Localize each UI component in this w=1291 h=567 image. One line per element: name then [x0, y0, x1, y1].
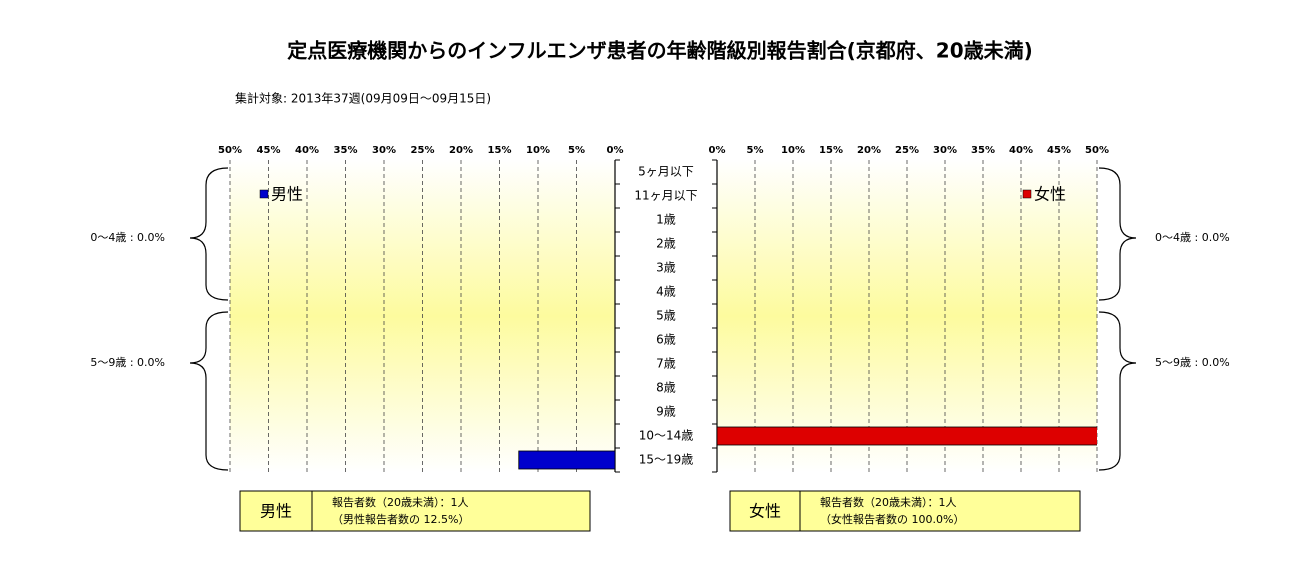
bar	[518, 450, 615, 470]
x-tick-label: 20%	[449, 145, 473, 156]
group-label: 0～4歳 : 0.0%	[90, 231, 165, 244]
group-label: 5～9歳 : 0.0%	[90, 356, 165, 369]
bar	[717, 426, 1097, 446]
x-tick-label: 25%	[895, 145, 919, 156]
x-tick-label: 25%	[411, 145, 435, 156]
category-label: 3歳	[656, 261, 676, 275]
summary-name: 男性	[260, 502, 292, 521]
legend-label: 女性	[1034, 185, 1066, 204]
bracket	[1098, 167, 1137, 301]
summary-text: 報告者数（20歳未満）：1人	[820, 496, 957, 509]
x-tick-label: 30%	[372, 145, 396, 156]
x-tick-label: 50%	[1085, 145, 1109, 156]
group-label: 5～9歳 : 0.0%	[1155, 356, 1230, 369]
category-label: 10～14歳	[639, 429, 694, 443]
x-tick-label: 35%	[334, 145, 358, 156]
summary-text: （男性報告者数の 12.5%）	[332, 512, 469, 526]
category-label: 7歳	[656, 357, 676, 371]
group-label: 0～4歳 : 0.0%	[1155, 231, 1230, 244]
x-tick-label: 15%	[819, 145, 843, 156]
x-tick-label: 5%	[568, 145, 585, 156]
subtitle: 集計対象: 2013年37週(09月09日～09月15日)	[235, 91, 491, 106]
x-tick-label: 45%	[257, 145, 281, 156]
category-label: 2歳	[656, 237, 676, 251]
summary-box	[239, 490, 591, 532]
summary-text: （女性報告者数の 100.0%）	[820, 512, 964, 526]
x-tick-label: 10%	[781, 145, 805, 156]
summary-name: 女性	[749, 502, 781, 521]
category-label: 1歳	[656, 213, 676, 227]
summary-text: 報告者数（20歳未満）：1人	[332, 496, 469, 509]
legend-swatch	[1022, 189, 1032, 199]
legend-label: 男性	[271, 185, 303, 204]
category-label: 15～19歳	[639, 453, 694, 467]
x-tick-label: 40%	[295, 145, 319, 156]
category-label: 6歳	[656, 333, 676, 347]
summary-box	[729, 490, 1081, 532]
x-tick-label: 0%	[607, 145, 624, 156]
x-tick-label: 20%	[857, 145, 881, 156]
x-tick-label: 15%	[488, 145, 512, 156]
bracket	[189, 311, 229, 471]
x-tick-label: 0%	[709, 145, 726, 156]
x-tick-label: 45%	[1047, 145, 1071, 156]
bracket	[1098, 311, 1137, 471]
summary-boxes	[239, 490, 1081, 532]
x-tick-label: 35%	[971, 145, 995, 156]
category-label: 9歳	[656, 405, 676, 419]
legend-swatch	[259, 189, 269, 199]
category-label: 5ヶ月以下	[638, 165, 694, 179]
x-tick-label: 5%	[747, 145, 764, 156]
x-tick-label: 50%	[218, 145, 242, 156]
x-tick-label: 40%	[1009, 145, 1033, 156]
category-label: 8歳	[656, 381, 676, 395]
chart-title: 定点医療機関からのインフルエンザ患者の年齢階級別報告割合(京都府、20歳未満)	[287, 39, 1033, 63]
bracket	[189, 167, 229, 301]
x-tick-label: 10%	[526, 145, 550, 156]
category-label: 5歳	[656, 309, 676, 323]
category-label: 4歳	[656, 285, 676, 299]
x-tick-label: 30%	[933, 145, 957, 156]
category-label: 11ヶ月以下	[634, 189, 697, 203]
